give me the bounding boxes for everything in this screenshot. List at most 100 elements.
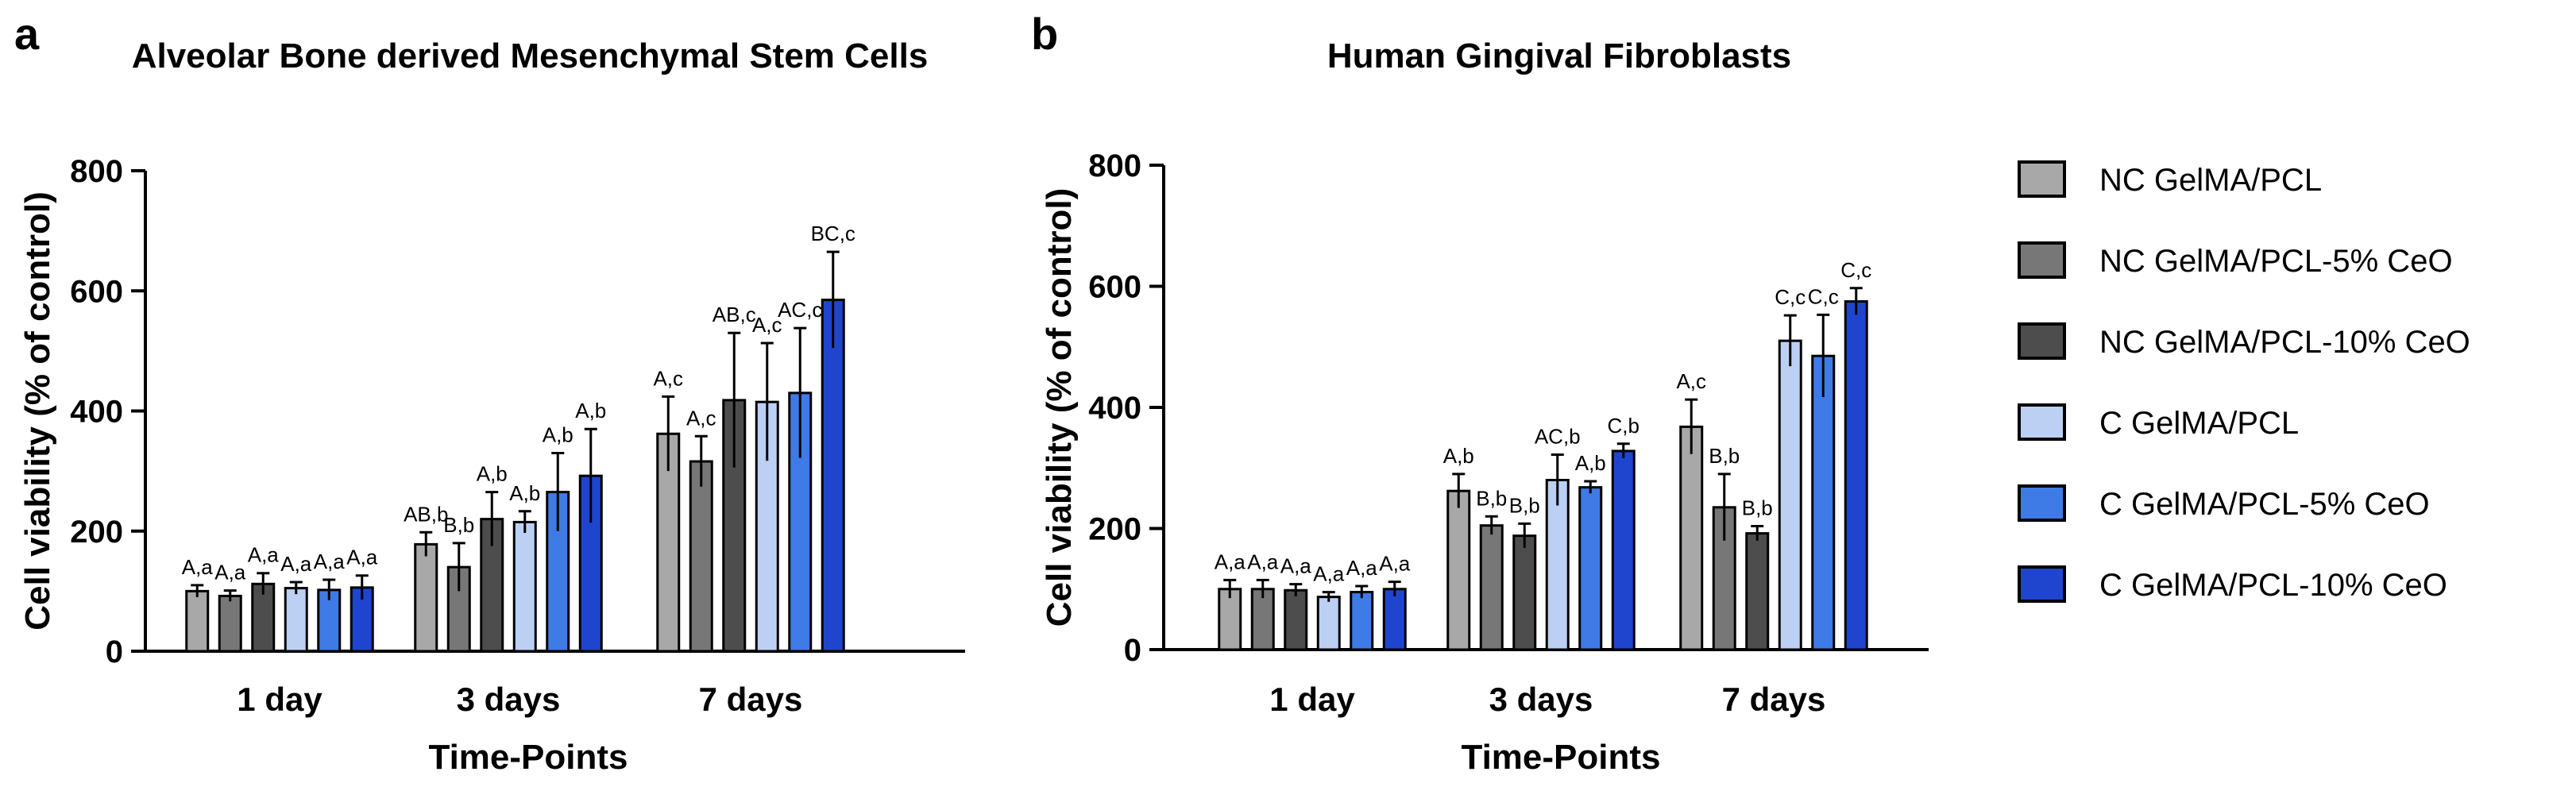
significance-label-b: B,b [1742, 496, 1773, 519]
bar-b [1446, 489, 1471, 651]
significance-label-a: A,b [575, 399, 606, 422]
bar-b [1611, 449, 1636, 651]
bar-a [512, 520, 537, 653]
legend-label: NC GelMA/PCL [2099, 163, 2322, 198]
significance-label-b: C,c [1808, 284, 1839, 308]
significance-label-a: A,b [477, 462, 508, 486]
bar-b [1250, 588, 1275, 651]
bar-b [1512, 534, 1537, 651]
significance-label-a: BC,c [811, 222, 855, 245]
x-tick-label-a: 3 days [457, 681, 561, 718]
legend-swatch [2018, 322, 2066, 360]
legend-label: C GelMA/PCL [2099, 406, 2299, 441]
x-axis-title-a: Time-Points [428, 738, 628, 777]
significance-label-a: A,b [509, 481, 540, 505]
y-tick-label-a: 400 [70, 395, 123, 430]
x-tick-label-b: 3 days [1489, 681, 1593, 718]
bar-a [218, 594, 242, 653]
significance-label-a: AB,c [713, 303, 756, 326]
bar-b [1745, 532, 1770, 651]
x-tick-label-a: 1 day [237, 681, 322, 718]
significance-label-a: AC,c [778, 298, 822, 322]
y-tick-label-b: 800 [1088, 149, 1141, 183]
significance-label-b: A,a [1280, 554, 1312, 578]
bar-a [689, 460, 713, 653]
bar-b [1811, 354, 1836, 651]
significance-label-a: B,b [443, 513, 474, 537]
bar-b [1284, 588, 1308, 651]
y-axis-title-a: Cell viability (% of control) [18, 191, 57, 631]
y-tick-label-b: 200 [1088, 512, 1141, 547]
significance-label-a: A,c [752, 313, 782, 337]
x-axis-title-b: Time-Points [1461, 738, 1660, 777]
bar-b [1679, 425, 1704, 651]
bar-b [1778, 339, 1802, 651]
significance-label-b: B,b [1709, 444, 1740, 468]
significance-label-b: AC,b [1535, 424, 1581, 448]
legend-label: NC GelMA/PCL-10% CeO [2099, 325, 2470, 360]
significance-label-a: A,b [543, 422, 574, 446]
bar-a [722, 399, 747, 653]
panel-letter-a: a [14, 9, 40, 59]
y-axis-title-b: Cell viability (% of control) [1040, 188, 1079, 627]
significance-label-b: C,c [1840, 258, 1871, 282]
legend-swatch [2018, 403, 2066, 441]
significance-label-b: A,a [1379, 552, 1411, 576]
legend-swatch [2018, 241, 2066, 279]
bar-b [1479, 524, 1504, 651]
bar-a [821, 299, 845, 653]
significance-label-b: B,b [1476, 486, 1507, 510]
chart-title-a: Alveolar Bone derived Mesenchymal Stem C… [132, 37, 929, 75]
x-tick-label-a: 7 days [699, 681, 803, 718]
significance-label-a: AB,b [404, 502, 448, 526]
significance-label-a: A,a [214, 561, 246, 584]
significance-label-b: A,c [1676, 369, 1706, 393]
bar-b [1578, 486, 1603, 651]
legend-label: C GelMA/PCL-5% CeO [2099, 487, 2430, 522]
bar-a [284, 587, 308, 653]
significance-label-a: A,c [653, 366, 683, 390]
chart-panel-b: 0 200 400 600 800 1 day 3 days 7 days Cell viabi… [1040, 149, 1929, 777]
legend-swatch [2018, 160, 2066, 198]
significance-label-a: A,a [280, 552, 312, 576]
significance-label-b: C,b [1608, 414, 1639, 438]
y-tick-label-b: 400 [1088, 391, 1141, 426]
significance-label-b: A,a [1247, 550, 1279, 573]
legend: NC GelMA/PCL NC GelMA/PCL-5% CeO NC GelMA/… [2018, 160, 2470, 603]
legend-swatch [2018, 484, 2066, 522]
y-tick-label-a: 800 [70, 154, 123, 189]
bar-b [1382, 588, 1407, 651]
y-tick-label-a: 200 [70, 515, 123, 550]
y-tick-label-a: 0 [106, 635, 123, 669]
bar-b [1316, 596, 1341, 651]
panel-letter-b: b [1031, 9, 1058, 59]
y-tick-label-a: 600 [70, 274, 123, 309]
chart-panel-a: 0 200 400 600 800 1 day 3 days 7 days Cell viabi… [18, 154, 965, 777]
significance-label-b: A,a [1215, 550, 1246, 573]
significance-label-b: B,b [1509, 493, 1540, 517]
chart-title-b: Human Gingival Fibroblasts [1327, 37, 1791, 75]
x-tick-label-b: 7 days [1722, 681, 1826, 718]
bar-b [1844, 300, 1868, 651]
x-tick-label-b: 1 day [1269, 681, 1355, 718]
legend-label: NC GelMA/PCL-5% CeO [2099, 244, 2453, 279]
bar-a [251, 582, 276, 653]
significance-label-b: A,b [1443, 444, 1474, 468]
significance-label-b: A,b [1575, 451, 1606, 475]
legend-swatch [2018, 565, 2066, 603]
bar-b [1350, 591, 1374, 651]
significance-label-a: A,a [182, 555, 214, 579]
bar-a [185, 589, 210, 653]
bar-a [414, 542, 438, 653]
significance-label-b: C,c [1775, 285, 1806, 309]
significance-label-b: A,a [1313, 562, 1345, 586]
significance-label-a: A,c [686, 406, 716, 430]
significance-label-a: A,a [346, 546, 378, 569]
legend-label: C GelMA/PCL-10% CeO [2099, 568, 2447, 603]
significance-label-b: A,a [1346, 556, 1378, 580]
y-tick-label-b: 0 [1124, 633, 1141, 668]
y-tick-label-b: 600 [1088, 270, 1141, 305]
significance-label-a: A,a [314, 550, 346, 573]
significance-label-a: A,a [248, 543, 280, 567]
